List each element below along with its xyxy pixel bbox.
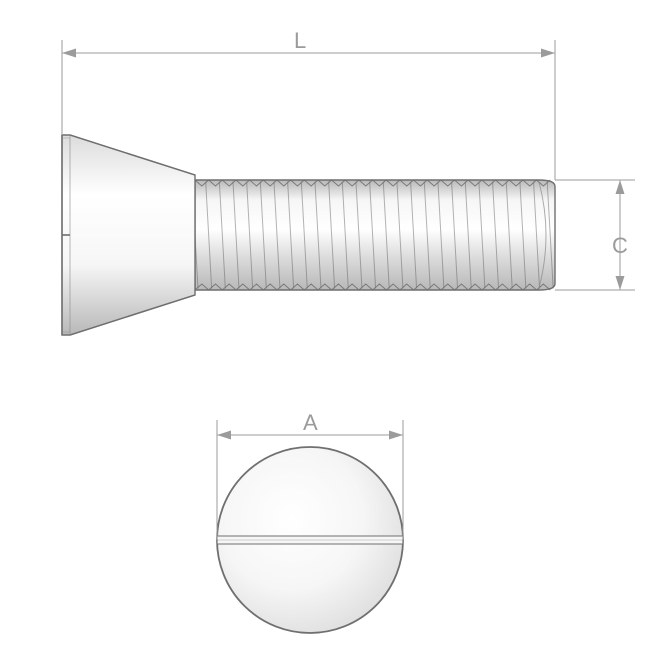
dimension-label-L: L: [294, 28, 306, 54]
side-view: [62, 135, 555, 335]
dimension-label-C: C: [612, 233, 628, 259]
dimension-label-A: A: [303, 410, 318, 436]
diagram-canvas: L C A: [0, 0, 670, 670]
technical-drawing-svg: [0, 0, 670, 670]
front-view: [217, 447, 403, 633]
